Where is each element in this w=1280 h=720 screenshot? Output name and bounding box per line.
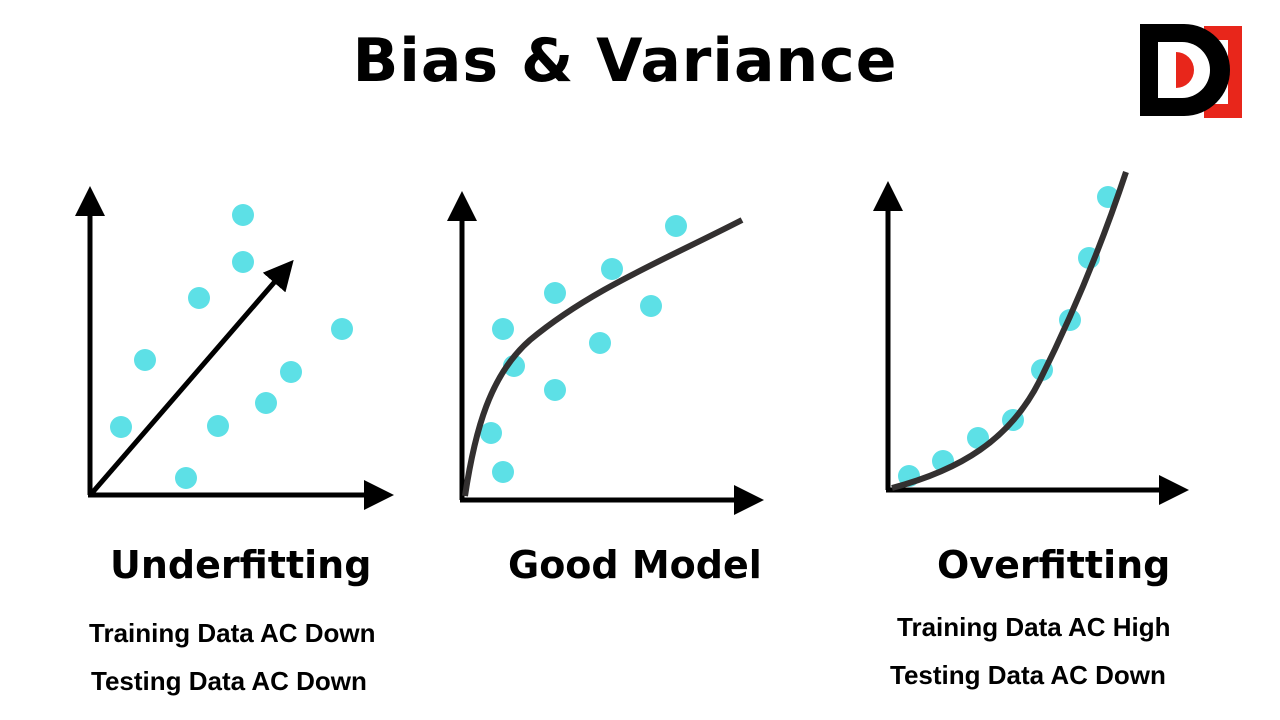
overfitting-heading: Overfitting (937, 543, 1171, 587)
data-point (967, 427, 989, 449)
data-point (232, 204, 254, 226)
good-model-heading: Good Model (508, 543, 762, 587)
data-point (589, 332, 611, 354)
underfitting-training-text: Training Data AC Down (89, 618, 376, 648)
underfitting-panel (75, 186, 394, 510)
fit-line (90, 259, 294, 495)
data-point (110, 416, 132, 438)
data-point (640, 295, 662, 317)
data-point (544, 379, 566, 401)
data-point (601, 258, 623, 280)
fit-curve (891, 171, 1129, 491)
data-point (175, 467, 197, 489)
underfitting-testing-text: Testing Data AC Down (91, 666, 367, 696)
data-point (207, 415, 229, 437)
page-title: Bias & Variance (352, 26, 898, 96)
D-brand-logo (1140, 24, 1242, 118)
data-point (232, 251, 254, 273)
data-point (188, 287, 210, 309)
underfitting-heading: Underfitting (110, 543, 372, 587)
overfitting-panel (873, 171, 1189, 505)
data-point (255, 392, 277, 414)
data-point (280, 361, 302, 383)
data-point (331, 318, 353, 340)
data-point (665, 215, 687, 237)
data-point (134, 349, 156, 371)
fit-curve (462, 217, 744, 497)
data-point (544, 282, 566, 304)
overfitting-training-text: Training Data AC High (897, 612, 1171, 642)
data-point (492, 318, 514, 340)
data-point (492, 461, 514, 483)
data-point (480, 422, 502, 444)
overfitting-testing-text: Testing Data AC Down (890, 660, 1166, 690)
good-model-panel (447, 191, 764, 515)
